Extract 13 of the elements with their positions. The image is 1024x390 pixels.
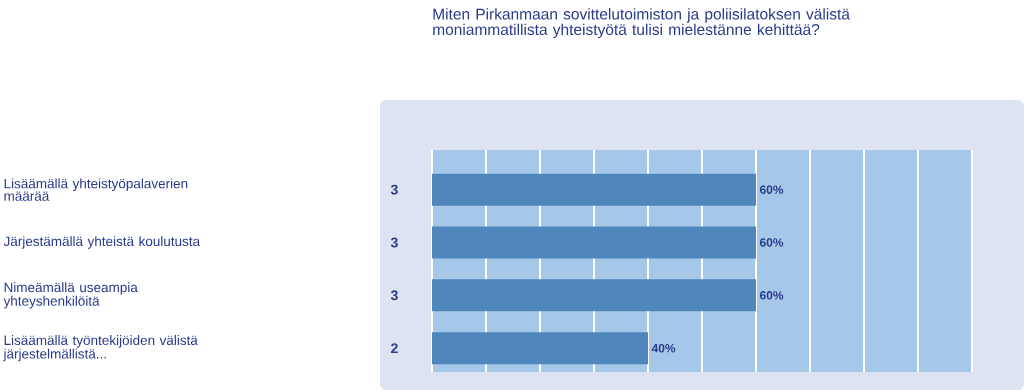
y-tick-label: Nimeämällä useampia yhteyshenkilöitä [3, 282, 138, 309]
text: 3 [390, 184, 398, 195]
chart-title: Miten Pirkanmaan sovittelutoimiston ja poliisilatoksen välistä moniammatillista yhteistyötä tulisi mielestänne kehittää? [433, 8, 850, 39]
data-label: 40% [651, 343, 676, 353]
text: 2 [391, 343, 398, 354]
data-label: 60% [759, 291, 784, 300]
y-tick-label: Järjestämällä yhteistä koulutusta [3, 236, 201, 249]
y-tick-label: Lisäämällä työntekijöiden välistä järjestelmällistä... [3, 335, 198, 362]
text: 3 [390, 237, 398, 248]
y-tick-label: Lisäämällä yhteistyöpalaverien määrää [4, 178, 188, 201]
text: 3 [390, 290, 398, 301]
data-label: 60% [759, 238, 784, 247]
data-label: 60% [759, 185, 784, 194]
